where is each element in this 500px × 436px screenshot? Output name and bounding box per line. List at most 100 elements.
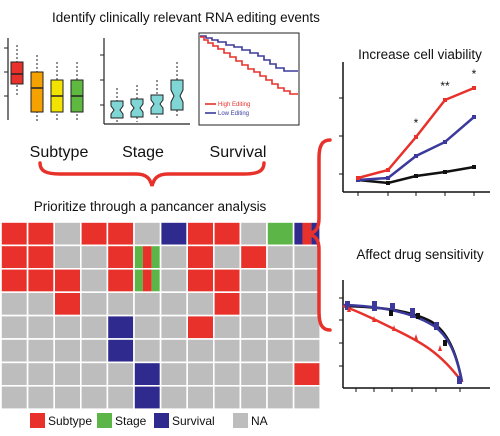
heatmap-cell — [159, 267, 189, 293]
heatmap-cell — [159, 221, 189, 247]
heatmap-cell — [239, 314, 268, 340]
drug-curve-red — [342, 304, 464, 383]
heatmap-cell — [266, 384, 295, 410]
data-point — [443, 340, 447, 346]
subtype-label: Subtype — [30, 144, 89, 161]
box-green — [70, 62, 84, 120]
heatmap-cell — [106, 291, 135, 317]
heatmap-cell — [186, 244, 215, 270]
heatmap-cell — [53, 291, 82, 317]
heatmap-cell — [106, 384, 135, 410]
data-point — [472, 165, 476, 169]
heatmap-cell — [106, 267, 135, 293]
heatmap-cell — [266, 221, 295, 247]
heatmap-cell — [159, 244, 189, 270]
legend-label-survival: Survival — [172, 414, 215, 428]
heatmap-cell — [186, 361, 215, 387]
data-point — [372, 316, 376, 322]
survival-frame — [198, 32, 300, 126]
heatmap-cell — [133, 221, 162, 247]
heatmap-cell — [53, 314, 82, 340]
data-point — [347, 306, 351, 312]
heatmap-cell — [80, 267, 109, 293]
legend-swatch-stage — [97, 413, 112, 428]
top-brace — [38, 161, 266, 187]
side-brace — [302, 138, 332, 332]
heatmap-cell — [186, 338, 215, 364]
legend-label-stage: Stage — [115, 414, 147, 428]
heatmap-cell — [80, 384, 109, 410]
heatmap-cell — [213, 338, 242, 364]
heatmap-cell — [239, 267, 268, 293]
heatmap-cell-part — [151, 268, 161, 293]
heatmap-cell — [266, 244, 295, 270]
significance-mark-3: * — [472, 67, 477, 81]
heatmap-cell — [0, 338, 29, 364]
heatmap-cell-part — [142, 245, 152, 269]
box-red — [10, 45, 24, 95]
prioritize-heading: Prioritize through a pancancer analysis — [34, 199, 267, 214]
heatmap-cell-part — [293, 222, 303, 246]
legend-label-na: NA — [251, 414, 268, 428]
data-point — [372, 301, 377, 311]
heatmap-cell — [26, 314, 56, 340]
heatmap-cell — [266, 361, 295, 387]
heatmap-cell — [159, 384, 189, 410]
heatmap-cell — [80, 314, 109, 340]
data-point — [416, 313, 420, 319]
data-point — [443, 98, 447, 102]
heatmap-cell — [53, 384, 82, 410]
drug-chart — [339, 280, 490, 392]
heatmap-cell — [53, 267, 82, 293]
heatmap-cell — [26, 291, 56, 317]
heatmap-cell — [0, 221, 29, 247]
data-point — [443, 140, 447, 144]
heatmap-cell — [133, 291, 162, 317]
heatmap-cell — [26, 244, 56, 270]
heatmap-cell — [239, 221, 268, 247]
significance-mark-1: * — [414, 116, 419, 130]
data-point — [443, 170, 447, 174]
heatmap-cell — [292, 338, 322, 364]
heatmap-cell — [292, 361, 322, 387]
heatmap-cell — [53, 338, 82, 364]
heatmap-cell — [186, 314, 215, 340]
heatmap-cell-part — [142, 268, 152, 293]
heatmap-cell — [0, 384, 29, 410]
heatmap-cell — [159, 361, 189, 387]
heatmap-cell — [26, 338, 56, 364]
heatmap-cell — [213, 314, 242, 340]
heatmap-cell — [239, 291, 268, 317]
heatmap-cell-part — [151, 245, 161, 269]
heatmap-cell — [0, 314, 29, 340]
heatmap-cell — [106, 338, 135, 364]
data-point — [414, 334, 418, 340]
data-point — [386, 168, 390, 172]
box-orange — [30, 55, 44, 122]
heatmap-cell — [80, 291, 109, 317]
heatmap-cell — [186, 291, 215, 317]
heatmap-cell-part — [134, 245, 143, 269]
heatmap-cell — [266, 291, 295, 317]
legend-low-editing: Low Editing — [218, 111, 249, 117]
heatmap-cell — [266, 338, 295, 364]
heatmap-cell — [239, 361, 268, 387]
heatmap-cell — [0, 361, 29, 387]
heatmap-cell — [53, 221, 82, 247]
drug-heading: Affect drug sensitivity — [356, 247, 484, 262]
heatmap-cell-part — [134, 268, 143, 293]
heatmap-cell — [26, 361, 56, 387]
heatmap-cell — [213, 221, 242, 247]
heatmap-cell-part — [311, 222, 321, 246]
heatmap-cell — [0, 291, 29, 317]
heatmap-cell — [26, 384, 56, 410]
heatmap-cell — [106, 314, 135, 340]
box-teal-2 — [130, 85, 144, 122]
heatmap-cell — [133, 338, 162, 364]
significance-mark-2: ** — [440, 79, 450, 93]
data-point — [356, 176, 360, 180]
data-point — [414, 174, 418, 178]
legend-high-editing: High Editing — [218, 102, 250, 108]
heatmap-cell — [26, 221, 56, 247]
data-point — [390, 303, 395, 312]
